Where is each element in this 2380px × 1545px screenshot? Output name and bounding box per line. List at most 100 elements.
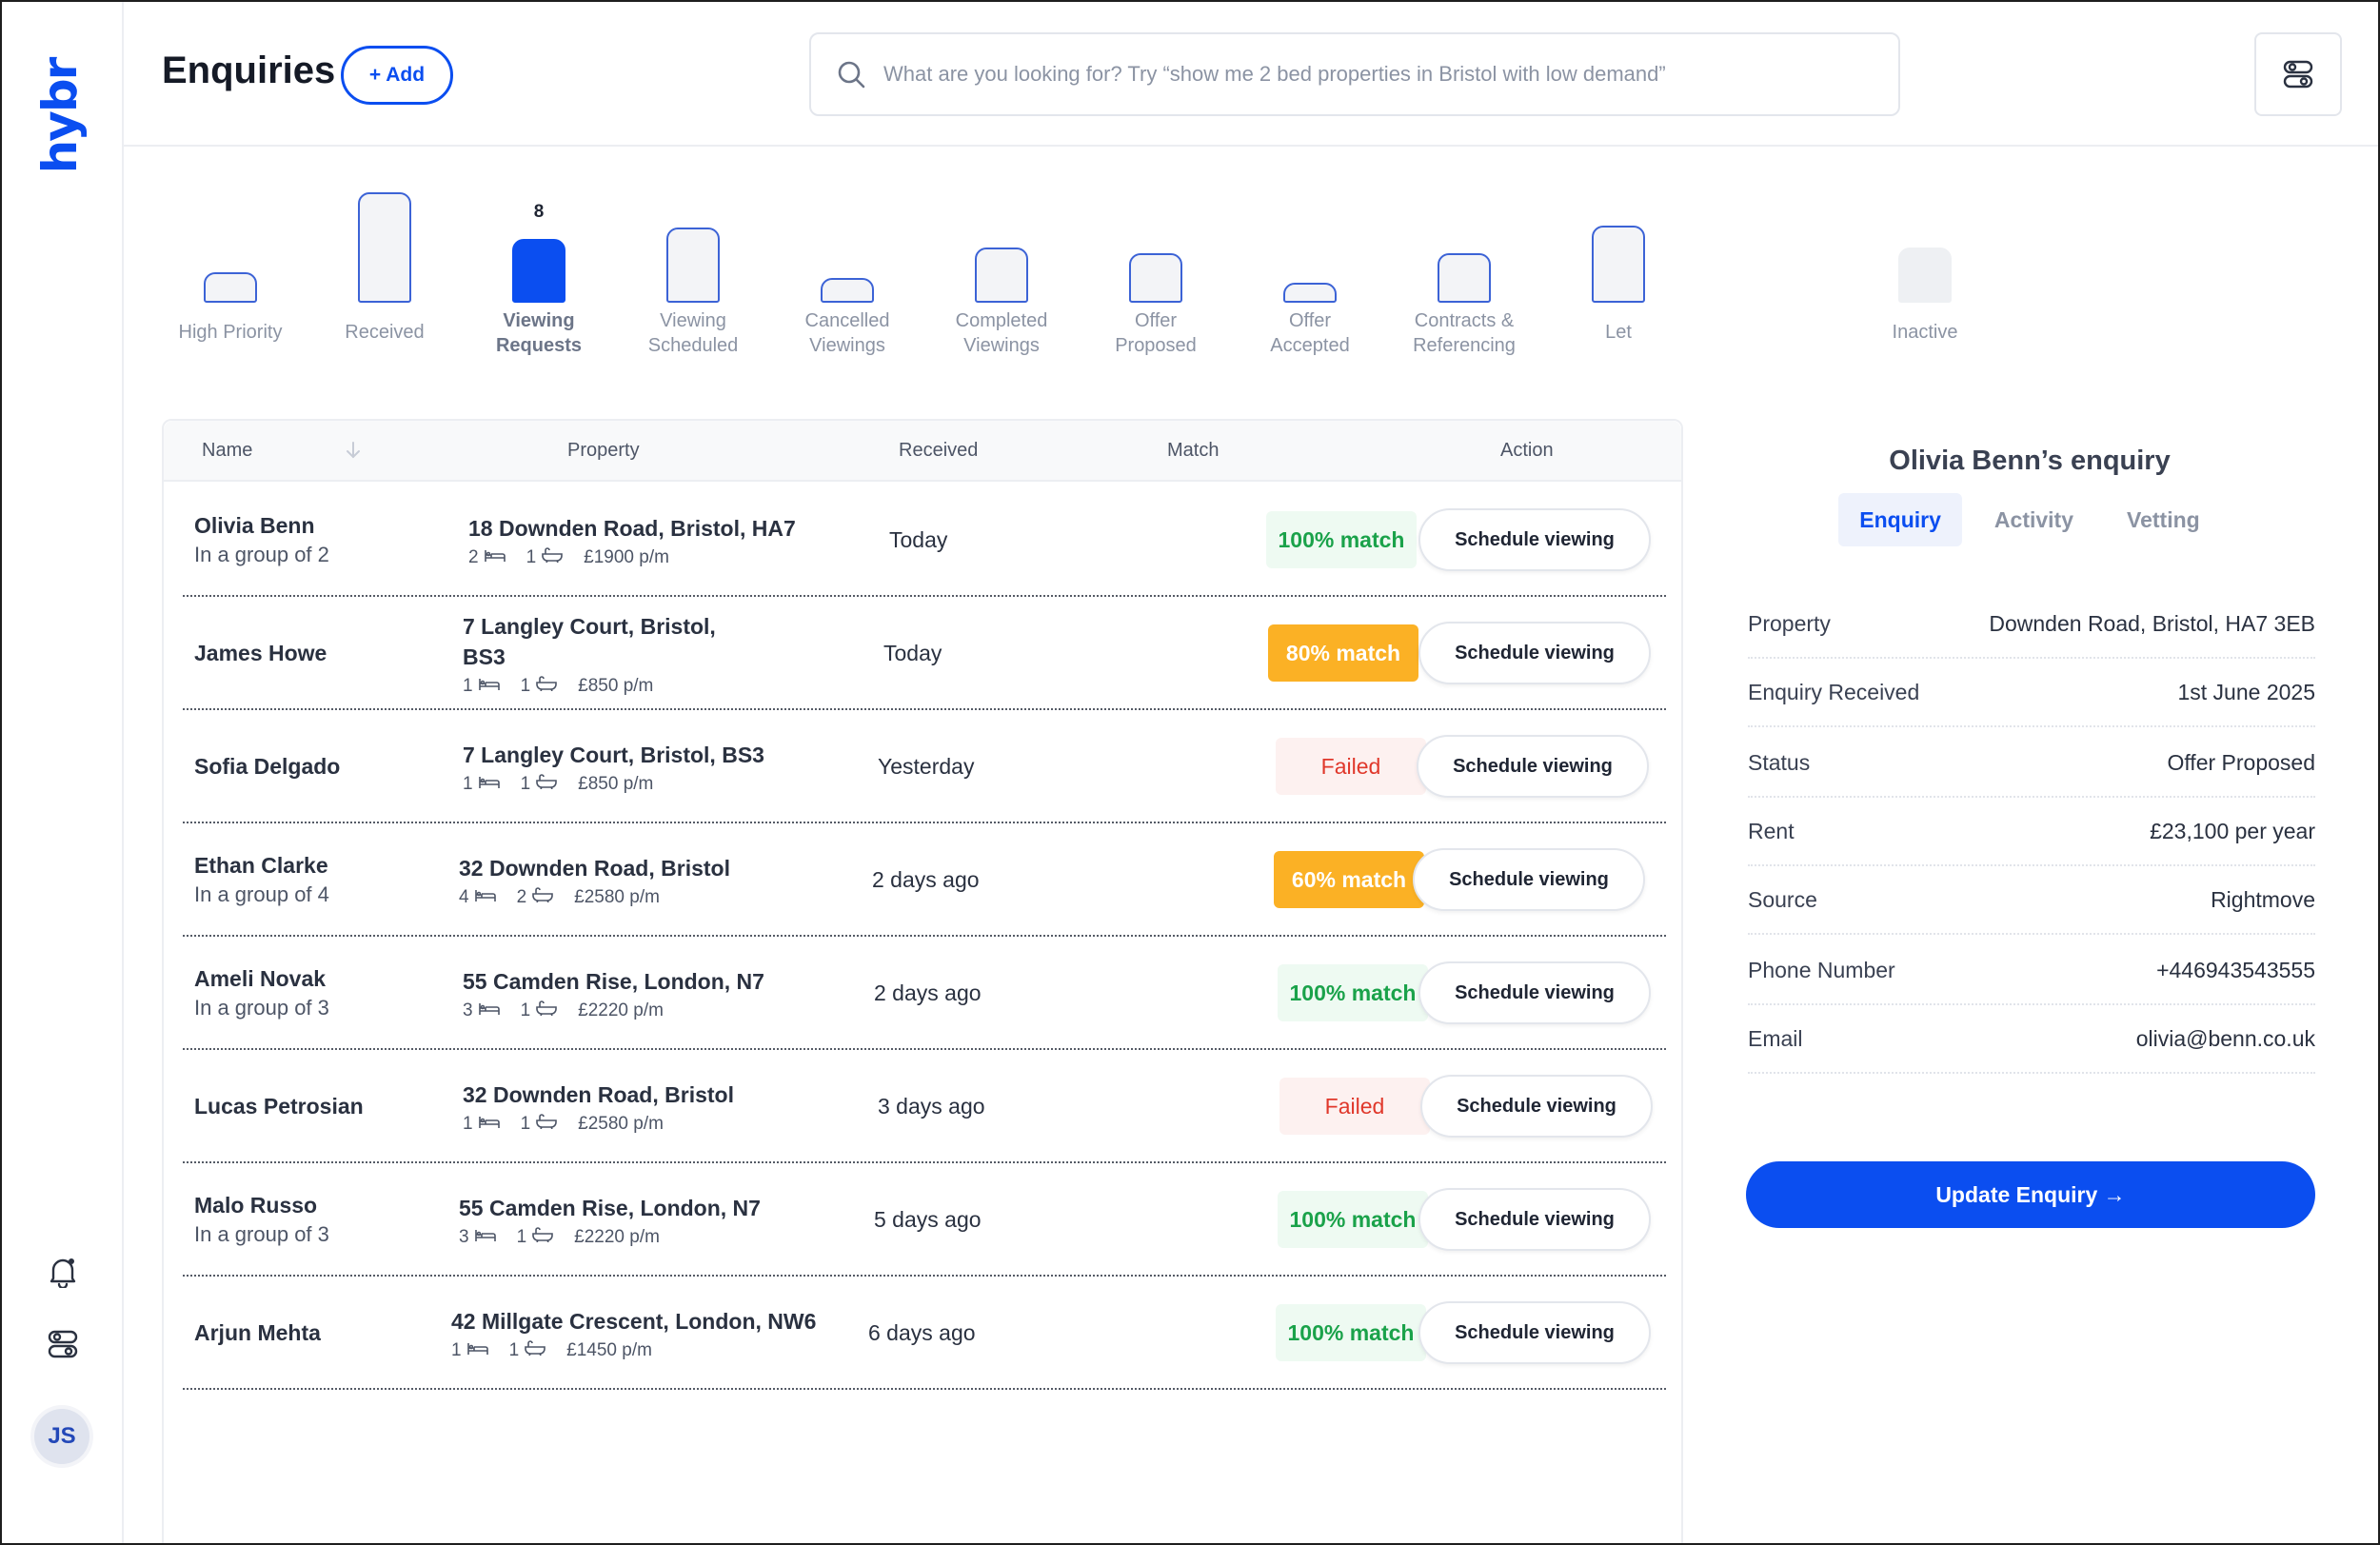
pipeline-stage[interactable]: 8 Viewing Requests	[463, 183, 615, 373]
applicant-name[interactable]: James Howe	[194, 641, 327, 665]
stage-bar[interactable]	[1898, 248, 1952, 303]
schedule-viewing-button[interactable]: Schedule viewing	[1420, 1075, 1653, 1138]
stage-bar-area	[771, 183, 923, 303]
property-meta: 4 2 £2580 p/m	[459, 887, 859, 908]
property-address[interactable]: 42 Millgate Crescent, London, NW6	[451, 1308, 817, 1334]
property-address[interactable]: 32 Downden Road, Bristol	[463, 1081, 734, 1107]
detail-key: Source	[1748, 886, 1817, 912]
pipeline-stage[interactable]: Offer Accepted	[1234, 183, 1386, 373]
property-meta: 3 1 £2220 p/m	[463, 1000, 863, 1021]
pipeline-stage[interactable]: High Priority	[154, 183, 307, 373]
column-header-received: Received	[899, 440, 979, 461]
table-row[interactable]: Lucas Petrosian 32 Downden Road, Bristol 1…	[164, 1050, 1685, 1163]
property-cell: 7 Langley Court, Bristol, BS3 1 1 £850 p/m	[463, 710, 863, 823]
stage-label-line: Referencing	[1413, 335, 1516, 356]
stage-bar[interactable]	[512, 239, 565, 303]
bath-icon	[530, 1000, 557, 1021]
table-row[interactable]: Ameli Novak In a group of 3 55 Camden Rise…	[164, 937, 1685, 1050]
detail-row: Rent £23,100 per year	[1748, 798, 2315, 866]
stage-bar[interactable]	[821, 278, 874, 303]
property-address[interactable]: 55 Camden Rise, London, N7	[463, 968, 764, 994]
applicant-name[interactable]: Ameli Novak	[194, 966, 327, 991]
table-row[interactable]: James Howe 7 Langley Court, Bristol, BS3 1…	[164, 597, 1685, 710]
table-row[interactable]: Olivia Benn In a group of 2 18 Downden Roa…	[164, 484, 1685, 597]
pipeline-stage[interactable]: Completed Viewings	[925, 183, 1078, 373]
row-divider	[183, 708, 1666, 710]
tab-activity[interactable]: Activity	[1993, 506, 2074, 532]
sort-arrow-icon[interactable]	[343, 440, 364, 461]
schedule-viewing-button[interactable]: Schedule viewing	[1418, 961, 1651, 1024]
beds: 3	[459, 1227, 496, 1248]
stage-bar[interactable]	[666, 228, 720, 303]
pipeline-stage[interactable]: Contracts & Referencing	[1388, 183, 1540, 373]
pipeline-stage[interactable]: Offer Proposed	[1080, 183, 1232, 373]
update-enquiry-button[interactable]: Update Enquiry →	[1746, 1161, 2315, 1228]
stage-bar[interactable]	[975, 248, 1028, 303]
stage-bar[interactable]	[1129, 253, 1182, 303]
user-avatar[interactable]: JS	[34, 1409, 89, 1464]
stage-bar[interactable]	[204, 272, 257, 303]
applicant-cell: Arjun Mehta	[194, 1277, 321, 1390]
bell-icon[interactable]	[44, 1253, 82, 1291]
schedule-viewing-button[interactable]: Schedule viewing	[1418, 622, 1651, 684]
stage-bar[interactable]	[1283, 283, 1337, 303]
property-meta: 2 1 £1900 p/m	[468, 547, 868, 568]
table-row[interactable]: Sofia Delgado 7 Langley Court, Bristol, B…	[164, 710, 1685, 823]
search-input[interactable]	[883, 62, 1874, 87]
tab-vetting[interactable]: Vetting	[2127, 506, 2200, 532]
detail-value: 1st June 2025	[2177, 679, 2315, 704]
stage-label: Viewing Requests	[453, 308, 625, 358]
applicant-name[interactable]: Sofia Delgado	[194, 754, 341, 779]
baths: 2	[517, 887, 554, 908]
bed-icon	[473, 774, 500, 795]
schedule-viewing-button[interactable]: Schedule viewing	[1417, 735, 1649, 798]
table-row[interactable]: Arjun Mehta 42 Millgate Crescent, London,…	[164, 1277, 1685, 1390]
row-divider	[183, 595, 1666, 597]
schedule-viewing-button[interactable]: Schedule viewing	[1418, 508, 1651, 571]
property-address[interactable]: 7 Langley Court, Bristol, BS3	[463, 613, 716, 669]
applicant-name[interactable]: Olivia Benn	[194, 513, 315, 538]
property-address[interactable]: 32 Downden Road, Bristol	[459, 855, 730, 881]
pipeline-stage[interactable]: Inactive	[1849, 183, 2001, 373]
applicant-name[interactable]: Ethan Clarke	[194, 853, 328, 878]
schedule-viewing-button[interactable]: Schedule viewing	[1418, 1188, 1651, 1251]
search-bar[interactable]	[809, 32, 1900, 116]
property-address[interactable]: 55 Camden Rise, London, N7	[459, 1195, 761, 1220]
detail-value: Downden Road, Bristol, HA7 3EB	[1989, 610, 2315, 636]
property-address[interactable]: 18 Downden Road, Bristol, HA7	[468, 515, 796, 541]
column-header-name[interactable]: Name	[202, 440, 253, 461]
stage-bar-area	[1388, 183, 1540, 303]
stage-bar[interactable]	[1592, 226, 1645, 303]
table-header: Name Property Received Match Action	[164, 421, 1681, 482]
tab-enquiry[interactable]: Enquiry	[1838, 493, 1962, 546]
property-meta: 3 1 £2220 p/m	[459, 1227, 859, 1248]
schedule-viewing-button[interactable]: Schedule viewing	[1418, 1301, 1651, 1364]
stage-label: Contracts & Referencing	[1378, 308, 1550, 358]
pipeline-stage[interactable]: Cancelled Viewings	[771, 183, 923, 373]
row-divider	[183, 1388, 1666, 1390]
table-row[interactable]: Malo Russo In a group of 3 55 Camden Rise,…	[164, 1163, 1685, 1277]
applicant-name[interactable]: Arjun Mehta	[194, 1320, 321, 1345]
pipeline-stage[interactable]: Viewing Scheduled	[617, 183, 769, 373]
filter-button[interactable]	[2254, 32, 2342, 116]
property-cell: 55 Camden Rise, London, N7 3 1 £2220 p/m	[459, 1163, 859, 1277]
stage-bar[interactable]	[1438, 253, 1491, 303]
applicant-name[interactable]: Malo Russo	[194, 1193, 318, 1218]
stage-label: Let	[1533, 320, 1704, 345]
pipeline-stage[interactable]: Let	[1542, 183, 1695, 373]
schedule-viewing-button[interactable]: Schedule viewing	[1413, 848, 1645, 911]
received-date: 6 days ago	[868, 1320, 976, 1345]
beds: 1	[463, 774, 500, 795]
applicant-name[interactable]: Lucas Petrosian	[194, 1094, 364, 1119]
stage-bar[interactable]	[358, 192, 411, 303]
stage-label-line: Contracts &	[1414, 310, 1515, 331]
toggles-icon[interactable]	[44, 1325, 82, 1363]
pipeline-stage[interactable]: Received	[308, 183, 461, 373]
add-enquiry-button[interactable]: + Add	[341, 46, 453, 105]
stage-label: Received	[299, 320, 470, 345]
table-row[interactable]: Ethan Clarke In a group of 4 32 Downden Ro…	[164, 823, 1685, 937]
property-address[interactable]: 7 Langley Court, Bristol, BS3	[463, 742, 764, 767]
bath-icon	[526, 886, 553, 908]
logo[interactable]: hybr	[32, 59, 88, 174]
group-size: In a group of 3	[194, 1222, 329, 1246]
